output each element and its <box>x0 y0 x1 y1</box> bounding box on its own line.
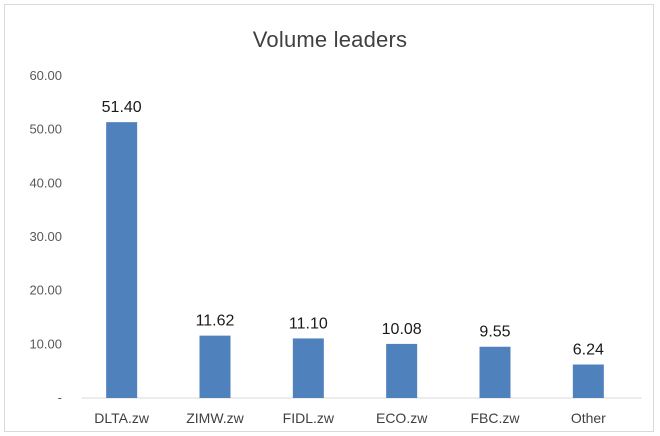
chart-title: Volume leaders <box>252 27 408 52</box>
y-tick-label: 40.00 <box>29 175 62 190</box>
bar <box>386 343 418 398</box>
bar <box>572 364 604 398</box>
data-label: 6.24 <box>573 342 604 359</box>
data-label: 11.10 <box>289 315 328 332</box>
y-tick-label: 60.00 <box>29 68 62 83</box>
y-tick-label: 30.00 <box>29 229 62 244</box>
data-label: 9.55 <box>479 324 510 341</box>
x-tick-label: FBC.zw <box>471 410 521 426</box>
x-tick-label: FIDL.zw <box>283 410 335 426</box>
y-tick-label: 20.00 <box>29 283 62 298</box>
x-tick-label: ZIMW.zw <box>186 410 244 426</box>
y-tick-label: 50.00 <box>29 122 62 137</box>
y-tick-label: 10.00 <box>29 336 62 351</box>
x-tick-label: Other <box>571 410 606 426</box>
x-tick-label: ECO.zw <box>376 410 428 426</box>
x-tick-label: DLTA.zw <box>94 410 150 426</box>
bar <box>199 335 231 398</box>
bar <box>292 338 324 398</box>
y-tick-label: - <box>58 390 62 405</box>
data-label: 51.40 <box>102 99 142 116</box>
bar <box>479 346 511 398</box>
data-label: 11.62 <box>196 313 235 330</box>
bar <box>106 122 138 399</box>
data-label: 10.08 <box>382 321 422 338</box>
